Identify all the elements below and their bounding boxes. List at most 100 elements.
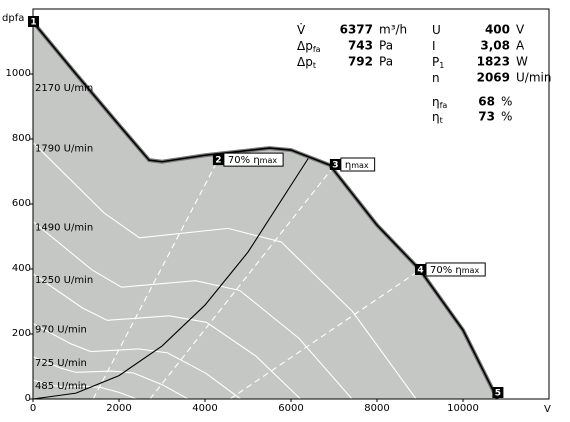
marker-pre: 70% [430,265,452,276]
marker: 4 70% ηmax [415,262,486,277]
info-value: 400 [485,23,510,37]
info-symbol-main: n [432,71,440,85]
marker-symbol: η [253,155,259,166]
info-value: 743 [348,39,373,53]
marker: 3 ηmax [329,157,376,172]
info-value: 792 [348,55,373,69]
x-axis-label: V [544,404,551,415]
info-value: 3,08 [480,39,510,53]
marker-sub: max [351,161,369,170]
speed-label: 485 U/min [35,381,87,392]
info-unit: % [501,95,512,109]
x-tick-label: 2000 [106,403,131,414]
marker-number: 2 [215,156,221,166]
info-unit: Pa [379,55,393,69]
info-symbol-sub: t [440,116,443,125]
marker-box [212,154,224,166]
info-unit: m³/h [379,23,407,37]
marker-symbol: η [455,265,461,276]
operating-area [33,22,498,399]
info-unit: W [516,55,528,69]
curve [32,142,417,400]
speed-label: 1790 U/min [35,144,93,155]
curve [32,356,189,400]
marker-sub: max [260,156,278,165]
curve [32,323,241,400]
y-tick-label: 1000 [6,68,31,79]
x-tick-label: 0 [30,403,36,414]
info-symbol: U [432,23,441,37]
marker: 2 70% ηmax [212,152,284,167]
efficiency-line [229,269,421,400]
info-symbol-main: P [432,55,439,69]
curve [32,158,309,400]
marker-label: 70% ηmax [430,265,479,276]
y-tick-label: 600 [12,198,31,209]
info-symbol: ηfa [432,95,447,110]
info-value: 1823 [477,55,510,69]
marker-label: ηmax [345,160,369,171]
info-symbol: Δpfa [297,39,321,54]
info-symbol: ηt [432,110,443,125]
marker-number: 4 [417,265,423,275]
info-unit: % [501,110,512,124]
marker-box [492,387,504,398]
marker-label-box [340,157,376,172]
speed-label: 970 U/min [35,325,87,336]
marker-label: 70% ηmax [228,155,277,166]
efficiency-line [92,159,219,400]
curve [32,273,301,400]
marker: 1 [28,16,39,28]
info-value: 68 [478,95,495,109]
marker-number: 3 [332,161,338,171]
info-symbol-main: I [432,39,436,53]
info-value: 6377 [340,23,373,37]
speed-label: 1250 U/min [35,275,93,286]
marker-sub: max [462,265,480,274]
speed-label: 1490 U/min [35,223,93,234]
info-symbol: P1 [432,55,444,70]
y-tick-label: 800 [12,133,31,144]
curve [32,379,137,400]
info-unit: Pa [379,39,393,53]
info-symbol: Δpt [297,55,316,70]
marker-pre: 70% [228,155,250,166]
info-symbol-main: η [432,110,440,124]
x-tick-label: 10000 [447,403,479,414]
info-symbol-sub: 1 [439,61,444,70]
info-symbol-main: V̇ [297,22,306,36]
marker-number: 1 [30,18,36,28]
info-unit: V [516,23,525,37]
info-unit: U/min [516,71,551,85]
info-unit: A [516,39,525,53]
marker-label-box [223,152,284,167]
info-symbol: n [432,71,440,85]
info-symbol-main: Δp [297,39,313,53]
curve [32,221,353,400]
marker: 5 [492,387,504,399]
info-symbol-sub: fa [440,101,448,110]
speed-label: 2170 U/min [35,83,93,94]
info-value: 73 [478,110,495,124]
info-symbol-sub: fa [313,45,321,54]
y-tick-label: 200 [12,328,31,339]
x-tick-label: 6000 [278,403,303,414]
x-tick-label: 8000 [364,403,389,414]
marker-label-box [425,262,486,277]
y-tick-label: 0 [25,393,31,404]
info-symbol: V̇ [297,22,306,36]
marker-box [329,159,341,170]
y-axis-label: dpfa [2,13,24,24]
speed-label: 725 U/min [35,358,87,369]
info-symbol-sub: t [313,61,316,70]
marker-symbol: η [345,160,351,171]
marker-number: 5 [495,389,501,399]
info-value: 2069 [477,71,510,85]
info-symbol-main: Δp [297,55,313,69]
marker-box [415,263,426,275]
x-tick-label: 4000 [192,403,217,414]
info-symbol: I [432,39,436,53]
info-symbol-main: U [432,23,441,37]
